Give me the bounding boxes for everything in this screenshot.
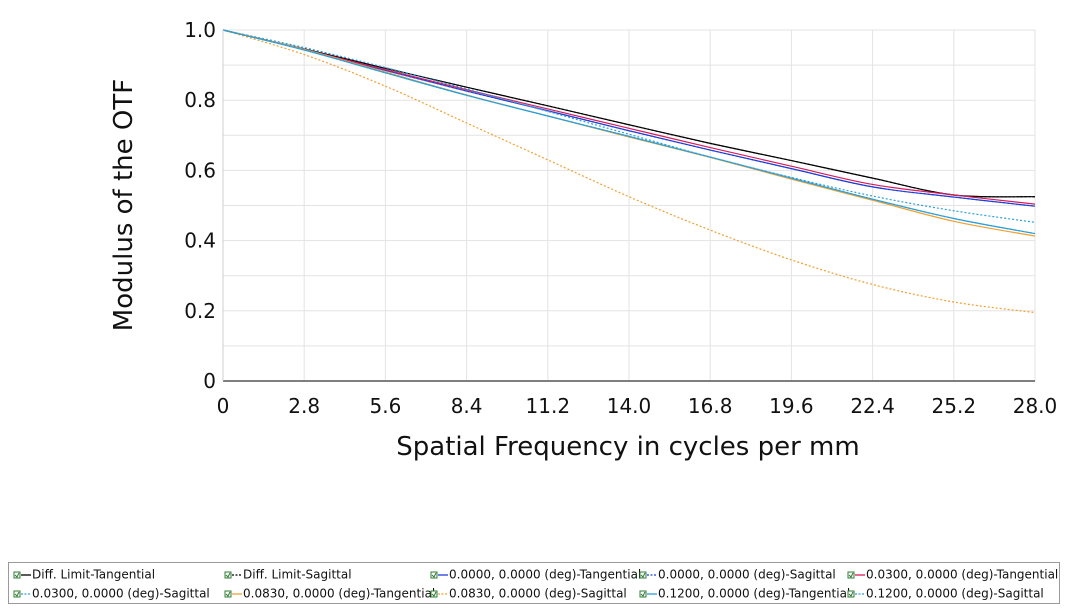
legend-label: 0.0830, 0.0000 (deg)-Sagittal bbox=[449, 586, 627, 601]
y-tick-label: 0.4 bbox=[184, 229, 216, 253]
legend-label: 0.0000, 0.0000 (deg)-Sagittal bbox=[658, 567, 836, 582]
legend-label: 0.1200, 0.0000 (deg)-Sagittal bbox=[866, 586, 1044, 601]
x-tick-label: 19.6 bbox=[769, 394, 814, 418]
legend-item: 0.0300, 0.0000 (deg)-Tangential bbox=[847, 565, 1058, 583]
legend-swatch bbox=[224, 590, 242, 597]
axes bbox=[222, 30, 1035, 382]
y-tick-label: 1.0 bbox=[184, 18, 216, 42]
x-axis-title: Spatial Frequency in cycles per mm bbox=[396, 432, 859, 462]
y-tick-label: 0.2 bbox=[184, 299, 216, 323]
legend-item: 0.0000, 0.0000 (deg)-Sagittal bbox=[639, 565, 836, 583]
legend: Diff. Limit-Tangential Diff. Limit-Sagitt… bbox=[8, 562, 1060, 604]
y-tick-label: 0.6 bbox=[184, 158, 216, 182]
legend-label: 0.0000, 0.0000 (deg)-Tangential bbox=[449, 567, 642, 582]
legend-swatch bbox=[13, 590, 31, 597]
x-tick-label: 5.6 bbox=[369, 394, 401, 418]
legend-item: 0.1200, 0.0000 (deg)-Tangential bbox=[639, 584, 850, 602]
grid-lines bbox=[222, 29, 1036, 382]
y-tick-labels: 0 0.2 0.4 0.6 0.8 1.0 bbox=[184, 18, 216, 393]
legend-item: Diff. Limit-Sagittal bbox=[224, 565, 352, 583]
legend-swatch bbox=[639, 571, 657, 578]
legend-swatch bbox=[847, 571, 865, 578]
x-tick-label: 11.2 bbox=[526, 394, 571, 418]
legend-label: 0.1200, 0.0000 (deg)-Tangential bbox=[658, 586, 851, 601]
legend-label: 0.0300, 0.0000 (deg)-Tangential bbox=[866, 567, 1059, 582]
legend-swatch bbox=[430, 590, 448, 597]
series-line-5 bbox=[222, 29, 1036, 223]
series-line-6 bbox=[222, 29, 1036, 237]
y-tick-label: 0 bbox=[203, 369, 216, 393]
x-tick-label: 0 bbox=[217, 394, 230, 418]
x-tick-label: 25.2 bbox=[932, 394, 977, 418]
x-tick-label: 8.4 bbox=[451, 394, 483, 418]
y-tick-label: 0.8 bbox=[184, 88, 216, 112]
legend-swatch bbox=[13, 571, 31, 578]
x-tick-label: 22.4 bbox=[850, 394, 895, 418]
series-line-7 bbox=[222, 29, 1036, 314]
legend-swatch bbox=[847, 590, 865, 597]
legend-label: Diff. Limit-Sagittal bbox=[243, 567, 352, 582]
x-tick-label: 14.0 bbox=[607, 394, 652, 418]
legend-label: Diff. Limit-Tangential bbox=[32, 567, 156, 582]
series-line-9 bbox=[222, 29, 1036, 235]
series-layer bbox=[222, 29, 1036, 314]
legend-item: 0.0830, 0.0000 (deg)-Sagittal bbox=[430, 584, 627, 602]
legend-swatch bbox=[224, 571, 242, 578]
legend-item: 0.0300, 0.0000 (deg)-Sagittal bbox=[13, 584, 210, 602]
x-tick-label: 2.8 bbox=[288, 394, 320, 418]
x-tick-label: 28.0 bbox=[1013, 394, 1058, 418]
legend-swatch bbox=[430, 571, 448, 578]
legend-item: 0.0000, 0.0000 (deg)-Tangential bbox=[430, 565, 641, 583]
series-line-4 bbox=[222, 29, 1036, 205]
mtf-chart: 0 2.8 5.6 8.4 11.2 14.0 16.8 19.6 22.4 25.2 28.0 0… bbox=[109, 18, 1058, 462]
legend-item: Diff. Limit-Tangential bbox=[13, 565, 155, 583]
legend-label: 0.0300, 0.0000 (deg)-Sagittal bbox=[32, 586, 210, 601]
legend-item: 0.0830, 0.0000 (deg)-Tangential bbox=[224, 584, 435, 602]
x-tick-labels: 0 2.8 5.6 8.4 11.2 14.0 16.8 19.6 22.4 25.2 28.0 bbox=[217, 394, 1058, 418]
y-axis-title: Modulus of the OTF bbox=[109, 79, 139, 331]
legend-swatch bbox=[639, 590, 657, 597]
legend-item: 0.1200, 0.0000 (deg)-Sagittal bbox=[847, 584, 1044, 602]
legend-label: 0.0830, 0.0000 (deg)-Tangential bbox=[243, 586, 436, 601]
series-line-1 bbox=[222, 29, 1036, 198]
x-tick-label: 16.8 bbox=[688, 394, 733, 418]
series-line-3 bbox=[222, 29, 1036, 207]
